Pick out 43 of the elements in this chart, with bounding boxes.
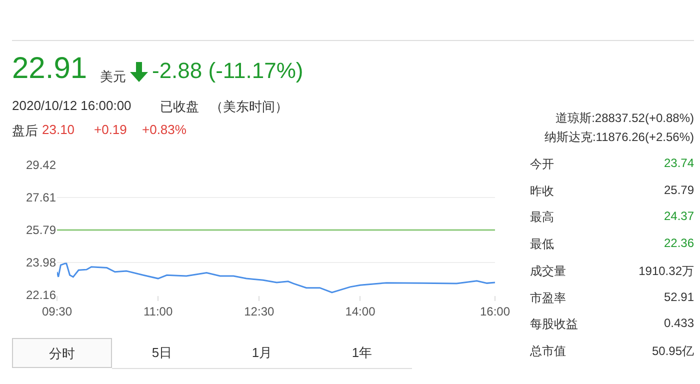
x-tick-label: 16:00: [480, 304, 510, 318]
text: 22.36: [664, 236, 694, 250]
text: 5日: [112, 338, 212, 369]
x-tick-label: 14:00: [345, 304, 376, 318]
text: 1年: [312, 338, 412, 369]
text: 每股收益: [530, 316, 578, 334]
text: 最低: [530, 236, 554, 254]
text: 昨收: [530, 182, 554, 200]
text: 1月: [212, 338, 312, 369]
text: 1910.32万: [638, 262, 694, 280]
text: 分时: [12, 338, 112, 368]
text: 最高: [530, 209, 554, 226]
x-tick-label: 11:00: [144, 304, 173, 318]
y-tick-label: 29.42: [26, 158, 56, 172]
text: +0.19: [94, 122, 127, 137]
y-tick-label: 25.79: [26, 223, 56, 238]
y-tick-label: 27.61: [26, 190, 56, 205]
y-tick-label: 23.98: [26, 256, 56, 270]
text: 25.79: [664, 182, 694, 197]
x-tick-label: 09:30: [42, 304, 72, 318]
text: 0.433: [664, 316, 694, 330]
text: 总市值: [530, 342, 566, 360]
text: 50.95亿: [652, 342, 694, 360]
text: 52.91: [664, 290, 694, 304]
text: （美东时间）: [210, 98, 288, 116]
text: 市盈率: [530, 290, 566, 306]
line-series: [57, 262, 495, 294]
text: 盘后: [12, 122, 38, 140]
text: 美元: [100, 68, 126, 86]
text: 已收盘: [160, 98, 199, 116]
text: 24.37: [664, 209, 694, 224]
text: 23.10: [42, 122, 75, 137]
text: +0.83%: [142, 122, 186, 137]
text: 成交量: [530, 262, 566, 280]
text: 22.91: [12, 52, 88, 86]
text: 2020/10/12 16:00:00: [12, 98, 132, 113]
text: -2.88 (-11.17%): [152, 58, 304, 84]
text: 道琼斯:28837.52(+0.88%): [556, 110, 694, 127]
text: 23.74: [664, 156, 694, 170]
y-tick-label: 22.16: [26, 288, 56, 302]
x-tick-label: 12:30: [244, 304, 274, 318]
text: 今开: [530, 156, 554, 173]
text: 纳斯达克:11876.26(+2.56%): [544, 129, 694, 146]
